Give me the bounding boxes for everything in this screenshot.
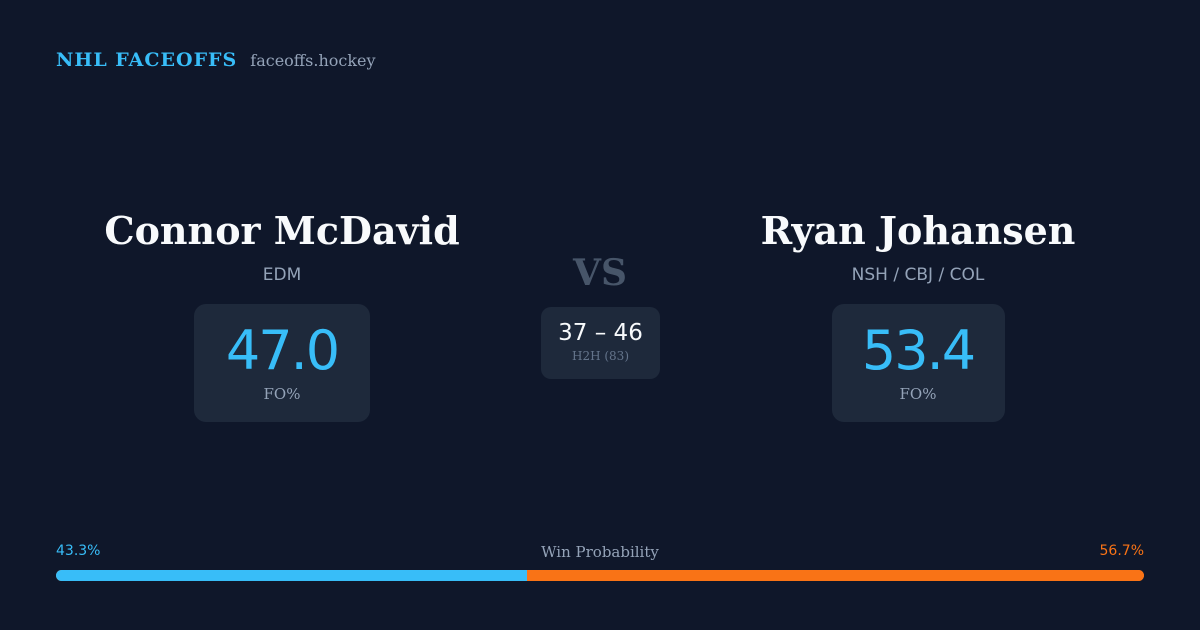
versus-label: VS	[573, 252, 627, 294]
win-probability-title: Win Probability	[541, 543, 659, 561]
player-name-left: Connor McDavid	[104, 208, 460, 253]
faceoff-label-right: FO%	[899, 385, 937, 403]
brand-domain: faceoffs.hockey	[250, 51, 376, 70]
player-card-left: Connor McDavid EDM 47.0 FO%	[82, 205, 482, 422]
faceoff-stat-box-left: 47.0 FO%	[194, 304, 370, 422]
head-to-head-score: 37 – 46	[558, 320, 643, 346]
faceoff-label-left: FO%	[263, 385, 301, 403]
brand-name: NHL FACEOFFS	[56, 49, 238, 71]
faceoff-percentage-right: 53.4	[861, 319, 976, 382]
head-to-head-box: 37 – 46 H2H (83)	[541, 307, 660, 379]
win-probability-bar	[56, 570, 1144, 581]
win-probability-labels: Win Probability 43.3% 56.7%	[56, 543, 1144, 563]
win-probability-fill-right	[527, 570, 1144, 581]
win-probability-fill-left	[56, 570, 528, 581]
player-team-left: EDM	[262, 265, 302, 285]
win-probability-right: 56.7%	[1099, 543, 1144, 559]
faceoff-stat-box-right: 53.4 FO%	[831, 304, 1005, 422]
player-name-right: Ryan Johansen	[760, 208, 1076, 253]
player-card-right: Ryan Johansen NSH / CBJ / COL 53.4 FO%	[718, 205, 1118, 422]
player-team-right: NSH / CBJ / COL	[851, 265, 985, 285]
faceoff-percentage-left: 47.0	[225, 319, 340, 382]
brand-header: NHL FACEOFFS faceoffs.hockey	[56, 49, 376, 71]
head-to-head-label: H2H (83)	[571, 349, 629, 363]
win-probability-left: 43.3%	[56, 543, 101, 559]
